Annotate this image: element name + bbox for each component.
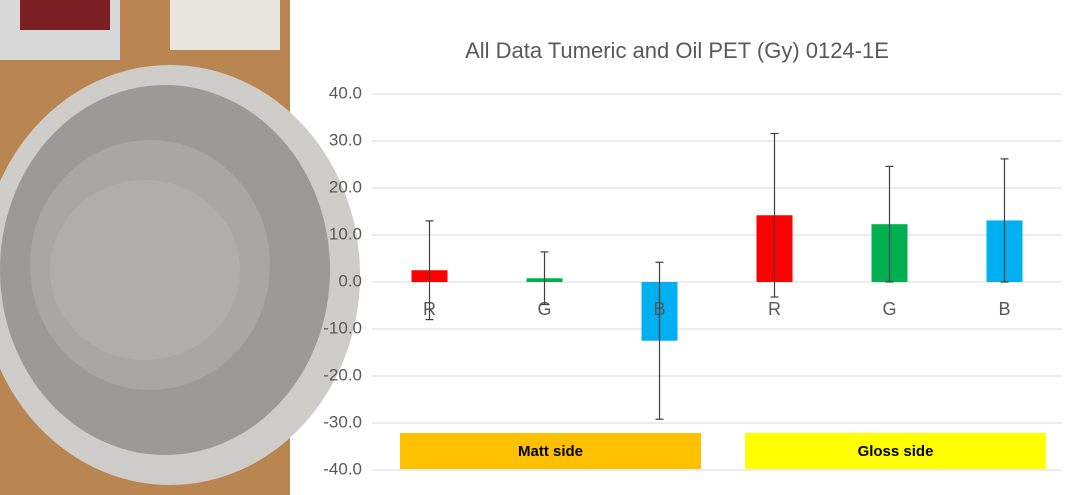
y-tick-label: 40.0 <box>329 83 362 102</box>
x-tick-label: R <box>768 299 781 319</box>
annotation-label: Gloss side <box>858 443 934 460</box>
y-tick-label: 20.0 <box>329 177 362 196</box>
x-tick-label: B <box>998 299 1010 319</box>
chart-title: All Data Tumeric and Oil PET (Gy) 0124-1… <box>465 38 889 63</box>
photo <box>0 0 360 495</box>
y-tick-label: -20.0 <box>323 365 362 384</box>
y-tick-label: 10.0 <box>329 224 362 243</box>
y-tick-label: -40.0 <box>323 459 362 478</box>
chart: All Data Tumeric and Oil PET (Gy) 0124-1… <box>0 0 1072 495</box>
x-tick-label: G <box>882 299 896 319</box>
y-tick-label: -30.0 <box>323 412 362 431</box>
screenshot: All Data Tumeric and Oil PET (Gy) 0124-1… <box>0 0 1072 495</box>
annotation-label: Matt side <box>518 443 583 460</box>
y-tick-label: 0.0 <box>338 271 362 290</box>
y-tick-label: 30.0 <box>329 130 362 149</box>
y-tick-label: -10.0 <box>323 318 362 337</box>
